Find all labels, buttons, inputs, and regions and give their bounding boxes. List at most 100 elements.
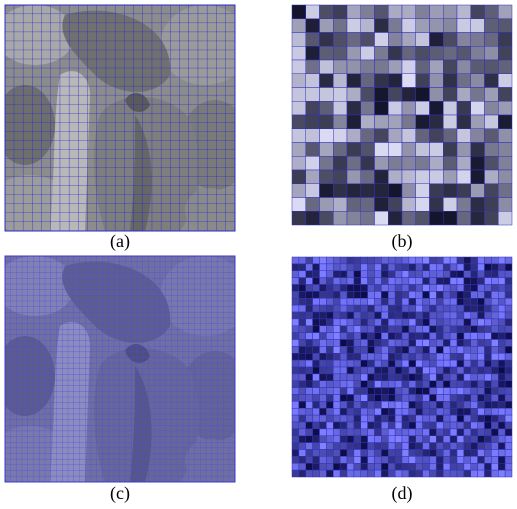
block [409, 456, 416, 463]
block [347, 346, 354, 353]
block [436, 264, 443, 271]
block [381, 388, 388, 395]
block [498, 115, 512, 129]
block [409, 326, 416, 333]
block [505, 374, 512, 381]
block [292, 319, 299, 326]
block [485, 340, 492, 347]
block [436, 408, 443, 415]
block [409, 374, 416, 381]
block [471, 319, 478, 326]
block [313, 408, 320, 415]
block [340, 353, 347, 360]
block [450, 388, 457, 395]
block [347, 408, 354, 415]
block [333, 33, 347, 47]
block [292, 129, 306, 143]
block [340, 346, 347, 353]
block [485, 374, 492, 381]
block [402, 5, 416, 19]
block [485, 319, 492, 326]
block [423, 291, 430, 298]
block [333, 443, 340, 450]
block [471, 115, 485, 129]
block [347, 319, 354, 326]
block [450, 443, 457, 450]
block [478, 415, 485, 422]
block [306, 429, 313, 436]
block [313, 264, 320, 271]
block [347, 170, 361, 184]
block [354, 450, 361, 457]
block [457, 129, 471, 143]
block [313, 291, 320, 298]
block [306, 388, 313, 395]
block [388, 184, 402, 198]
block [423, 360, 430, 367]
block [320, 156, 334, 170]
block [464, 312, 471, 319]
block [471, 184, 485, 198]
block [292, 19, 306, 33]
block [471, 388, 478, 395]
block [361, 115, 375, 129]
block [361, 429, 368, 436]
block [416, 184, 430, 198]
block [485, 115, 499, 129]
block [485, 415, 492, 422]
block [361, 463, 368, 470]
block [402, 360, 409, 367]
block [471, 340, 478, 347]
block [361, 285, 368, 292]
block [457, 360, 464, 367]
block [361, 381, 368, 388]
block [430, 381, 437, 388]
block [498, 88, 512, 102]
block [306, 298, 313, 305]
block [505, 381, 512, 388]
block [478, 401, 485, 408]
block [306, 170, 320, 184]
block [354, 271, 361, 278]
block [416, 374, 423, 381]
block [471, 19, 485, 33]
block [313, 346, 320, 353]
block [436, 291, 443, 298]
block [491, 415, 498, 422]
block [430, 88, 444, 102]
block [340, 436, 347, 443]
block [292, 450, 299, 457]
block [471, 429, 478, 436]
block [354, 463, 361, 470]
block [320, 129, 334, 143]
block [354, 367, 361, 374]
block [306, 5, 320, 19]
block [395, 326, 402, 333]
block [388, 278, 395, 285]
block [402, 353, 409, 360]
block [402, 198, 416, 212]
block [368, 381, 375, 388]
block [340, 429, 347, 436]
block [436, 429, 443, 436]
block [361, 33, 375, 47]
block [498, 74, 512, 88]
block [423, 340, 430, 347]
block [478, 278, 485, 285]
block [333, 211, 347, 225]
block [292, 74, 306, 88]
block [443, 46, 457, 60]
block [375, 415, 382, 422]
block [498, 374, 505, 381]
block [416, 291, 423, 298]
block [381, 395, 388, 402]
block [326, 285, 333, 292]
block [430, 450, 437, 457]
block [491, 367, 498, 374]
block [443, 115, 457, 129]
block [491, 470, 498, 477]
block [347, 443, 354, 450]
block [354, 333, 361, 340]
block [409, 381, 416, 388]
block [306, 291, 313, 298]
